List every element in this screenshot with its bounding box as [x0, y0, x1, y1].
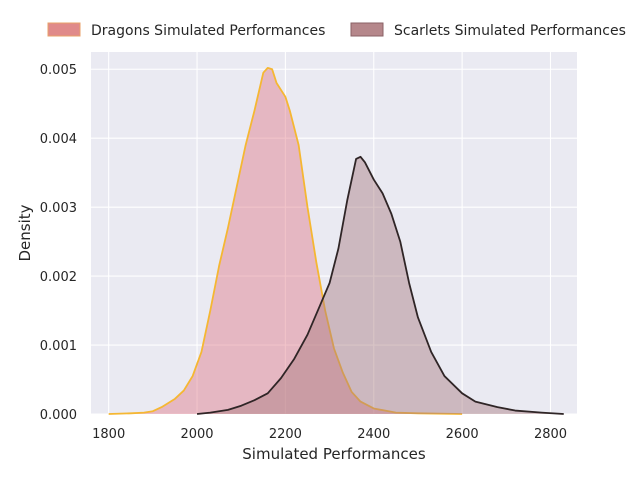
axis-ticks: 1800 2000 2200 2400 2600 2800 0.000 0.001 0.002 0… [40, 63, 567, 442]
x-tick-label: 2600 [446, 427, 479, 442]
density-areas [108, 66, 564, 415]
density-area-scarlets [197, 156, 564, 414]
y-tick-label: 0.000 [40, 408, 77, 423]
x-tick-label: 2400 [357, 427, 390, 442]
legend-label-dragons: Dragons Simulated Performances [91, 23, 325, 39]
legend-swatch-dragons [47, 22, 81, 37]
plot-background [91, 52, 577, 414]
legend-label-scarlets: Scarlets Simulated Performances [394, 23, 626, 39]
legend-swatch-scarlets [350, 22, 384, 37]
y-tick-label: 0.005 [40, 63, 77, 78]
x-tick-label: 2200 [269, 427, 302, 442]
x-tick-label: 2800 [534, 427, 567, 442]
y-axis-label: Density [16, 204, 34, 261]
y-tick-label: 0.003 [40, 201, 77, 216]
legend: Dragons Simulated Performances Scarlets … [47, 22, 626, 39]
y-tick-label: 0.002 [40, 270, 77, 285]
x-axis-label: Simulated Performances [242, 445, 426, 463]
density-line-dragons [108, 66, 463, 415]
density-area-dragons [108, 67, 463, 415]
density-line-scarlets [196, 155, 564, 415]
grid-lines [91, 52, 577, 415]
y-tick-label: 0.004 [40, 132, 77, 147]
y-tick-label: 0.001 [40, 339, 77, 354]
x-tick-label: 1800 [92, 427, 125, 442]
x-tick-label: 2000 [180, 427, 213, 442]
